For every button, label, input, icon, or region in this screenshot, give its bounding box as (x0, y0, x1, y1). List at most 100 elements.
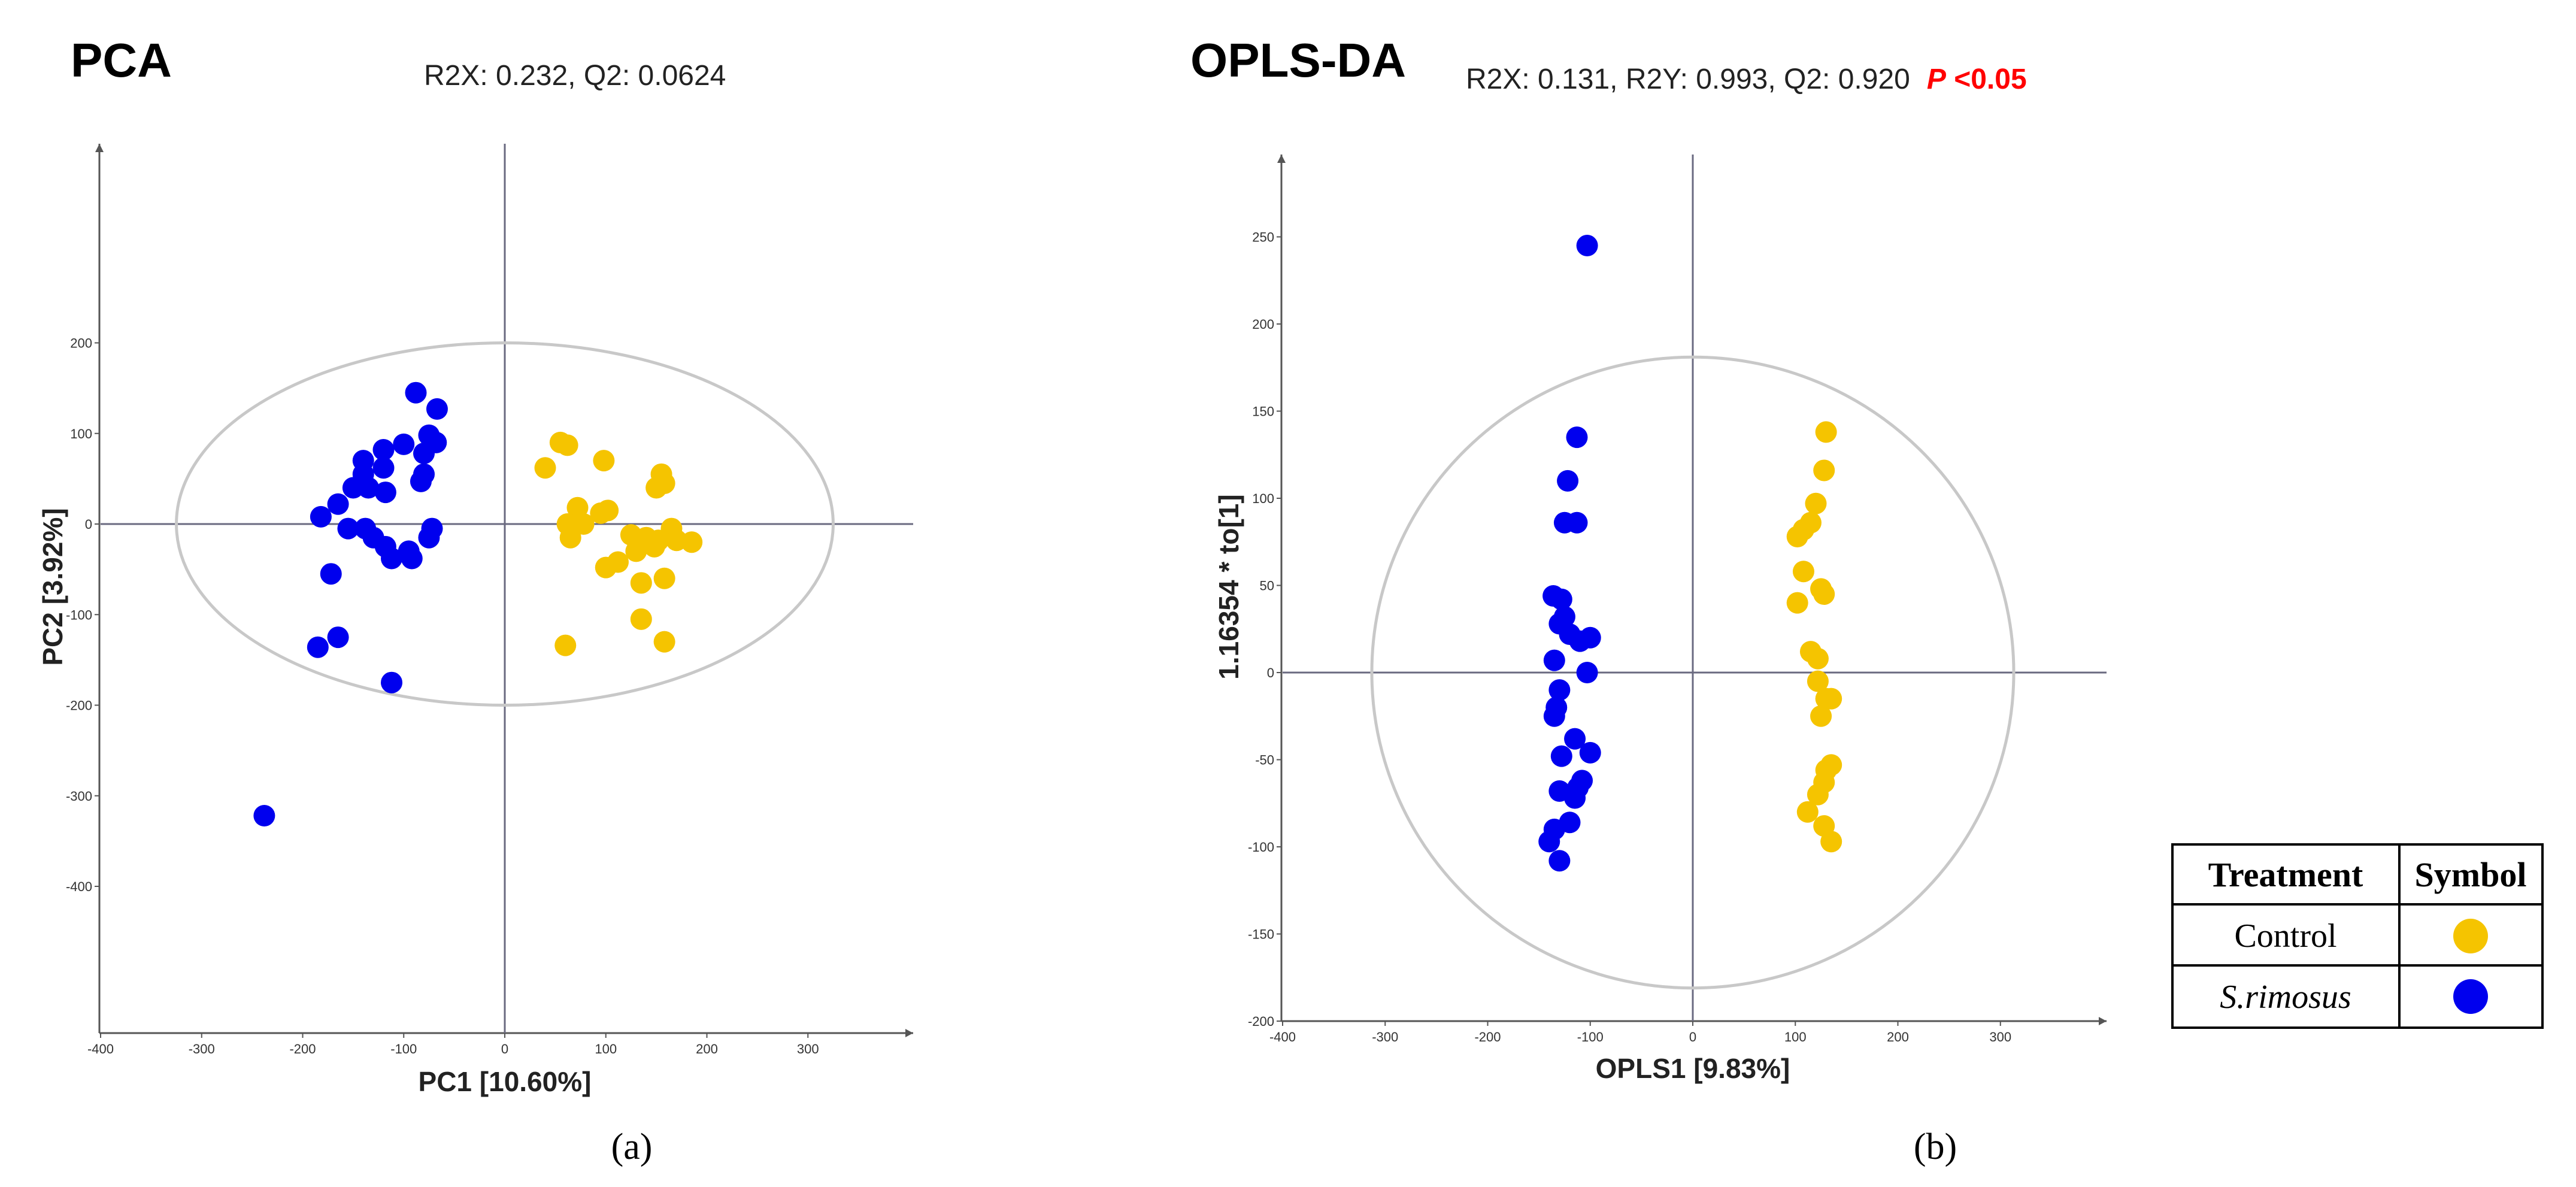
pca-point-srimosus (405, 381, 427, 404)
pca-point-control (630, 572, 652, 594)
opls-da-x-axis-arrow (2099, 1017, 2107, 1025)
legend-label-srimosus: S.rimosus (2220, 979, 2351, 1016)
pca-point-control (590, 502, 612, 524)
pca-point-srimosus (393, 433, 415, 455)
pca-y-axis-arrow (95, 144, 104, 152)
pca-point-srimosus (381, 547, 402, 570)
legend-header-symbol: Symbol (2415, 855, 2527, 894)
opls-da-pvalue-text: <0.05 (1946, 63, 2027, 95)
opls-da-y-tick-label: -100 (1248, 840, 1274, 855)
pca-y-tick-label: -300 (66, 789, 92, 804)
opls-da-point-srimosus (1557, 470, 1579, 492)
opls-da-x-tick-label: -200 (1474, 1029, 1501, 1044)
opls-da-y-tick-label: 0 (1267, 665, 1274, 680)
pca-x-tick-label: 200 (696, 1041, 718, 1056)
pca-point-control (593, 450, 615, 472)
opls-da-point-control (1813, 459, 1835, 482)
opls-da-x-ticks: -400 -300 -200 -100 0 100 200 300 (1269, 1021, 2011, 1044)
pca-y-ticks: -400 -300 -200 -100 0 100 200 (66, 336, 99, 894)
opls-da-point-srimosus (1564, 728, 1586, 750)
legend-symbol-srimosus (2453, 979, 2488, 1014)
opls-da-pvalue-symbol: P (1927, 63, 1947, 95)
pca-point-control (630, 608, 652, 630)
opls-da-point-srimosus (1538, 831, 1560, 853)
opls-da-y-tick-label: 200 (1252, 317, 1274, 332)
pca-x-tick-label: 300 (797, 1041, 819, 1056)
opls-da-point-srimosus (1543, 705, 1565, 727)
pca-x-tick-label: 100 (595, 1041, 617, 1056)
pca-y-tick-label: -100 (66, 607, 92, 622)
opls-da-y-tick-label: 250 (1252, 230, 1274, 245)
pca-y-tick-label: 200 (70, 336, 92, 351)
pca-point-srimosus (310, 505, 332, 528)
opls-da-x-tick-label: 200 (1887, 1029, 1909, 1044)
opls-da-y-tick-label: -150 (1248, 927, 1274, 942)
opls-da-point-control (1815, 421, 1837, 443)
opls-da-x-tick-label: 100 (1784, 1029, 1807, 1044)
opls-da-point-control (1810, 705, 1832, 727)
pca-point-srimosus (372, 457, 395, 479)
opls-da-point-control (1792, 561, 1814, 583)
pca-point-srimosus (372, 438, 395, 461)
opls-da-y-tick-label: 100 (1252, 491, 1274, 506)
pca-y-tick-label: -400 (66, 879, 92, 894)
pca-x-tick-label: 0 (501, 1041, 508, 1056)
opls-da-stats-line: R2X: 0.131, R2Y: 0.993, Q2: 0.920 P <0.05 (1466, 63, 2027, 95)
opls-da-x-tick-label: 300 (1989, 1029, 2011, 1044)
opls-da-point-srimosus (1543, 649, 1565, 671)
opls-da-point-control (1813, 583, 1835, 605)
opls-da-point-srimosus (1576, 662, 1598, 683)
pca-point-control (566, 496, 589, 519)
opls-da-point-control (1786, 592, 1808, 614)
opls-da-point-srimosus (1550, 588, 1572, 610)
opls-da-x-label: OPLS1 [9.83%] (1596, 1053, 1790, 1084)
opls-da-point-srimosus (1569, 630, 1591, 652)
opls-da-y-ticks: -200 -150 -100 -50 0 50 100 150 200 250 (1248, 230, 1281, 1029)
pca-point-srimosus (413, 443, 435, 465)
pca-point-control (681, 531, 703, 553)
pca-x-tick-label: -300 (189, 1041, 215, 1056)
pca-x-tick-label: -100 (390, 1041, 417, 1056)
pca-point-control (572, 513, 595, 535)
opls-da-y-axis-arrow (1277, 155, 1286, 163)
pca-x-axis-arrow (905, 1029, 913, 1037)
pca-point-control (653, 567, 675, 589)
opls-da-y-tick-label: 150 (1252, 404, 1274, 419)
pca-point-srimosus (327, 626, 349, 649)
opls-da-x-tick-label: -400 (1269, 1029, 1296, 1044)
legend-header-treatment: Treatment (2208, 855, 2363, 894)
opls-da-points (1538, 235, 1842, 872)
opls-da-point-control (1805, 492, 1827, 514)
pca-title: PCA (71, 34, 172, 87)
legend-label-control: Control (2234, 917, 2336, 955)
opls-da-point-srimosus (1550, 745, 1572, 767)
pca-x-ticks: -400 -300 -200 -100 0 100 200 300 (87, 1033, 819, 1056)
legend-symbol-control (2453, 919, 2488, 953)
pca-point-srimosus (307, 636, 329, 658)
pca-x-tick-label: -400 (87, 1041, 114, 1056)
opls-da-y-tick-label: -50 (1255, 753, 1274, 768)
opls-da-y-tick-label: 50 (1260, 579, 1274, 594)
pca-y-tick-label: -200 (66, 698, 92, 713)
opls-da-point-srimosus (1566, 426, 1588, 449)
opls-da-point-control (1807, 647, 1829, 670)
pca-stats: R2X: 0.232, Q2: 0.0624 (424, 60, 726, 92)
pca-point-control (554, 634, 577, 656)
opls-da-point-srimosus (1566, 511, 1588, 534)
opls-da-x-tick-label: -300 (1372, 1029, 1398, 1044)
pca-points (253, 381, 703, 827)
opls-da-point-srimosus (1564, 787, 1586, 809)
panel-label-a: (a) (611, 1127, 653, 1167)
opls-da-point-control (1820, 831, 1842, 853)
pca-point-srimosus (327, 493, 349, 515)
pca-point-control (595, 556, 617, 579)
pca-point-srimosus (342, 477, 364, 499)
opls-da-point-control (1796, 801, 1819, 823)
pca-point-srimosus (374, 482, 396, 504)
opls-da-point-srimosus (1579, 741, 1601, 764)
opls-da-hotelling-ellipse (1370, 355, 2016, 990)
pca-point-srimosus (381, 671, 402, 694)
pca-point-srimosus (337, 517, 359, 540)
opls-da-point-control (1807, 670, 1829, 692)
opls-da-stats: R2X: 0.131, R2Y: 0.993, Q2: 0.920 (1466, 63, 1910, 95)
